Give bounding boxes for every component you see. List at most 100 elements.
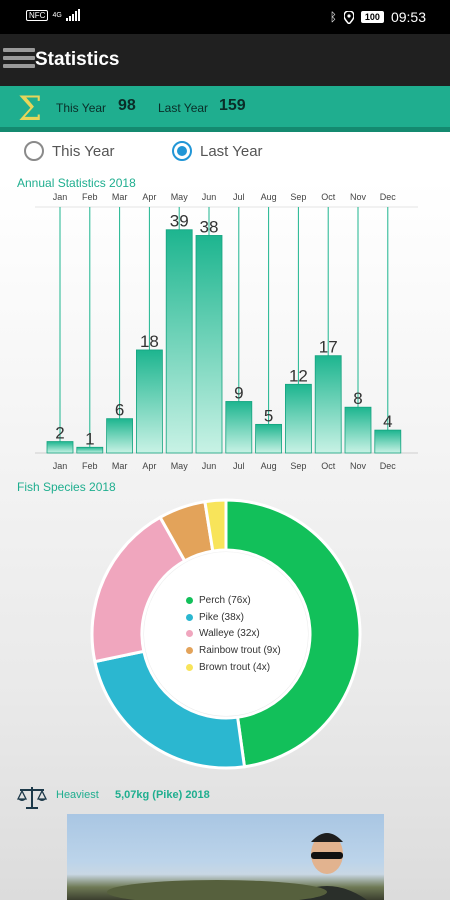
signal-icon [65, 9, 80, 21]
month-label-top: Mar [112, 192, 128, 202]
month-label-top: Jun [202, 192, 217, 202]
network-label: 4G [52, 11, 62, 19]
bar-aug [255, 423, 283, 454]
legend-item: Pike (38x) [186, 609, 281, 626]
menu-icon[interactable] [3, 48, 35, 72]
month-label-bottom: Jul [233, 461, 245, 471]
bar-value-label: 39 [170, 212, 189, 231]
legend-item: Rainbow trout (9x) [186, 642, 281, 659]
page-title: Statistics [35, 49, 120, 70]
last-year-total: 159 [219, 97, 246, 114]
legend-label: Pike (38x) [199, 611, 245, 623]
legend-item: Brown trout (4x) [186, 659, 281, 676]
month-label-bottom: May [171, 461, 189, 471]
bar-jun [195, 235, 223, 454]
legend-dot [186, 664, 193, 672]
bar-value-label: 18 [140, 332, 159, 351]
month-label-bottom: Dec [380, 461, 397, 471]
legend-dot [186, 613, 193, 621]
radio-label: Last Year [200, 142, 263, 160]
month-label-bottom: Sep [290, 461, 306, 471]
donut-slice [224, 498, 362, 769]
month-label-bottom: Jan [53, 461, 68, 471]
bar-value-label: 38 [200, 217, 219, 236]
month-label-top: May [171, 192, 189, 202]
bar-value-label: 4 [383, 412, 392, 431]
species-donut-chart [90, 498, 362, 770]
scale-icon [17, 787, 47, 809]
annual-statistics-title: Annual Statistics 2018 [17, 176, 136, 190]
month-label-top: Sep [290, 192, 306, 202]
legend-label: Walleye (32x) [199, 628, 260, 640]
donut-hole [144, 552, 308, 716]
legend-label: Rainbow trout (9x) [199, 645, 281, 657]
bar-jul [225, 401, 253, 454]
sigma-icon: Σ [18, 89, 43, 129]
legend-dot [186, 596, 193, 604]
month-label-top: Aug [261, 192, 277, 202]
bar-may [165, 229, 193, 454]
month-label-bottom: Oct [321, 461, 336, 471]
radio-circle[interactable] [172, 141, 192, 161]
catch-photo-art [107, 833, 367, 900]
bluetooth-icon: ᛒ [329, 10, 337, 24]
last-year-label: Last Year [158, 101, 209, 115]
bar-value-label: 5 [264, 406, 273, 425]
month-label-top: Oct [321, 192, 336, 202]
month-label-top: Nov [350, 192, 367, 202]
bar-value-label: 9 [234, 383, 243, 402]
month-label-top: Jul [233, 192, 245, 202]
radio-last-year[interactable]: Last Year [172, 141, 263, 161]
month-label-bottom: Aug [261, 461, 277, 471]
month-label-top: Jan [53, 192, 68, 202]
month-label-top: Apr [142, 192, 156, 202]
bar-value-label: 2 [55, 424, 64, 443]
bar-oct [314, 355, 342, 454]
fish-species-title: Fish Species 2018 [17, 480, 116, 494]
bar-value-label: 12 [289, 366, 308, 385]
this-year-total: 98 [118, 97, 136, 114]
bar-apr [135, 349, 163, 454]
clock: 09:53 [390, 9, 426, 25]
bar-feb [76, 446, 104, 454]
catch-photo[interactable] [67, 814, 384, 900]
month-label-bottom: Apr [142, 461, 156, 471]
nfc-icon: NFC [26, 9, 49, 21]
heaviest-value: 5,07kg (Pike) 2018 [115, 789, 210, 801]
species-legend: Perch (76x) Pike (38x) Walleye (32x) Rainbo… [186, 592, 281, 676]
radio-this-year[interactable]: This Year [24, 141, 115, 161]
bar-jan [46, 441, 74, 454]
legend-dot [186, 647, 193, 655]
legend-dot [186, 630, 193, 638]
month-label-bottom: Mar [112, 461, 128, 471]
heaviest-row: Heaviest 5,07kg (Pike) 2018 [17, 785, 437, 811]
bar-value-label: 8 [353, 389, 362, 408]
legend-item: Perch (76x) [186, 592, 281, 609]
month-label-bottom: Nov [350, 461, 367, 471]
bar-value-label: 1 [85, 429, 94, 448]
app-bar: Statistics [0, 34, 450, 86]
bar-mar [106, 418, 133, 454]
donut-slice [203, 498, 228, 553]
month-label-top: Feb [82, 192, 98, 202]
annual-bar-chart: Jan 2 Jan Feb 1 Feb Mar 6 Mar Apr 18 Apr May 39 May Jun… [35, 192, 418, 471]
legend-item: Walleye (32x) [186, 626, 281, 643]
bar-nov [344, 406, 372, 454]
heaviest-label: Heaviest [56, 789, 99, 801]
bar-sep [284, 383, 312, 454]
month-label-bottom: Feb [82, 461, 98, 471]
radio-label: This Year [52, 142, 115, 160]
location-icon [343, 10, 354, 24]
summary-bar: Σ This Year 98 Last Year 159 [0, 86, 450, 132]
status-bar: NFC 4G ᛒ 100 09:53 [0, 0, 450, 34]
bar-dec [374, 429, 402, 454]
month-label-top: Dec [380, 192, 397, 202]
battery-icon: 100 [360, 11, 384, 23]
bar-value-label: 17 [319, 338, 338, 357]
radio-circle[interactable] [24, 141, 44, 161]
bar-value-label: 6 [115, 401, 124, 420]
this-year-label: This Year [56, 101, 107, 115]
legend-label: Perch (76x) [199, 594, 251, 606]
month-label-bottom: Jun [202, 461, 217, 471]
legend-label: Brown trout (4x) [199, 662, 271, 674]
